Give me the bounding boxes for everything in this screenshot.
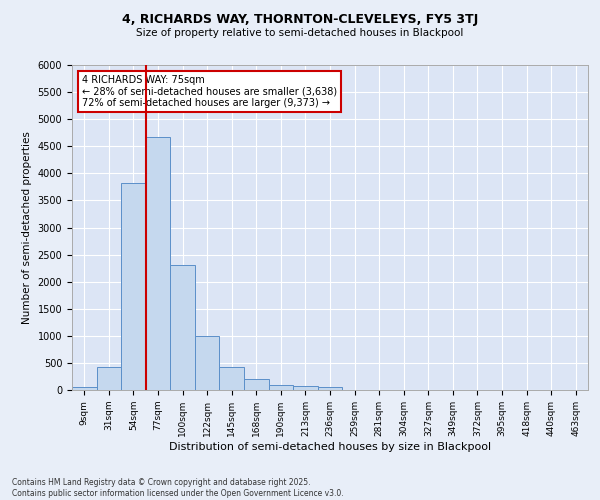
Bar bbox=[97, 366, 121, 390]
Text: Contains HM Land Registry data © Crown copyright and database right 2025.
Contai: Contains HM Land Registry data © Crown c… bbox=[12, 478, 344, 498]
Bar bbox=[220, 367, 244, 390]
Y-axis label: Number of semi-detached properties: Number of semi-detached properties bbox=[22, 131, 32, 324]
Bar bbox=[293, 386, 318, 390]
Bar bbox=[72, 388, 97, 390]
Bar bbox=[195, 336, 220, 390]
X-axis label: Distribution of semi-detached houses by size in Blackpool: Distribution of semi-detached houses by … bbox=[169, 442, 491, 452]
Bar bbox=[269, 385, 293, 390]
Text: 4 RICHARDS WAY: 75sqm
← 28% of semi-detached houses are smaller (3,638)
72% of s: 4 RICHARDS WAY: 75sqm ← 28% of semi-deta… bbox=[82, 74, 337, 108]
Text: 4, RICHARDS WAY, THORNTON-CLEVELEYS, FY5 3TJ: 4, RICHARDS WAY, THORNTON-CLEVELEYS, FY5… bbox=[122, 12, 478, 26]
Bar bbox=[146, 136, 170, 390]
Bar bbox=[244, 379, 269, 390]
Bar bbox=[121, 183, 146, 390]
Text: Size of property relative to semi-detached houses in Blackpool: Size of property relative to semi-detach… bbox=[136, 28, 464, 38]
Bar bbox=[170, 266, 195, 390]
Bar bbox=[318, 388, 342, 390]
